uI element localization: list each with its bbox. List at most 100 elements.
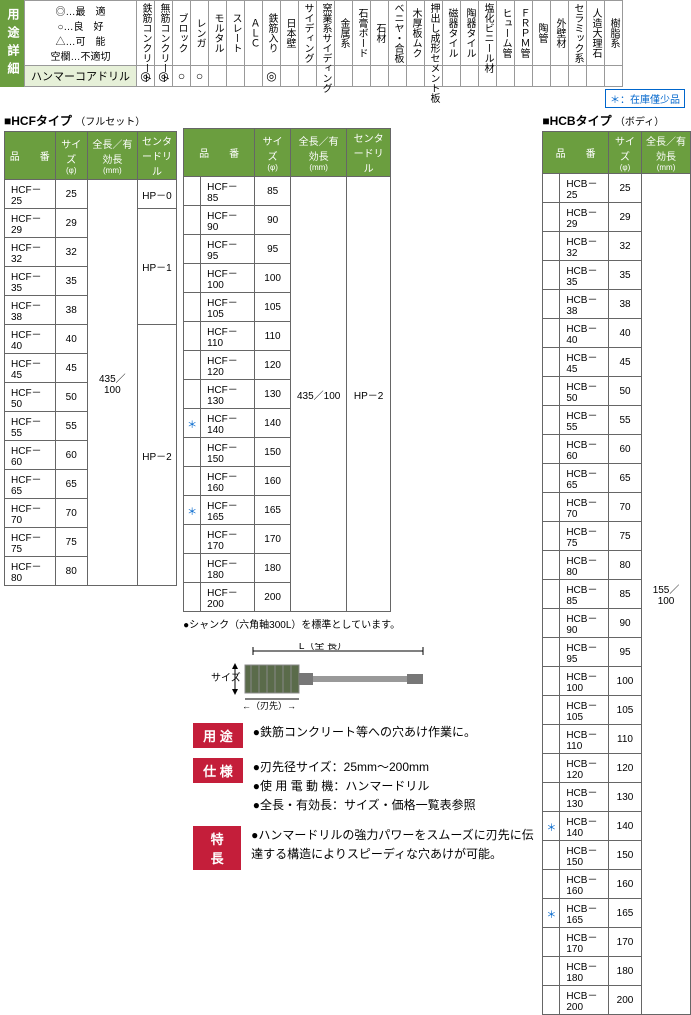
cell-size: 95 [608,638,641,667]
cell-star [543,841,560,870]
cell-pn: HCB－ 50 [560,377,609,406]
cell-len: 435／100 [291,177,347,612]
cell-pn: HCF－ 140 [201,409,255,438]
cell-pn: HCB－ 200 [560,986,609,1015]
col-len2: 全長／有効長(mm) [291,129,347,177]
info-section: 用 途 鉄筋コンクリート等への穴あけ作業に。 仕 様 刃先径サイズ：25mm～2… [193,723,536,870]
cell-size: 100 [255,264,291,293]
cell-pn: HCB－ 32 [560,232,609,261]
cell-size: 65 [55,470,87,499]
compat-symbol [605,66,623,87]
cell-pn: HCF－ 29 [5,209,56,238]
compatibility-section: 用途詳細 ◎…最 適 ○…良 好 △…可 能 空欄…不適切 鉄筋コンクリート無筋… [0,0,691,87]
cell-star [543,435,560,464]
cell-star [543,754,560,783]
cell-size: 90 [255,206,291,235]
hcb-table: 品 番 サイズ(φ) 全長／有効長(mm) HCB－ 2525155／100HC… [542,131,691,1015]
cell-size: 60 [608,435,641,464]
cell-size: 32 [55,238,87,267]
cell-size: 40 [55,325,87,354]
cell-star [184,177,201,206]
cell-pn: HCF－ 110 [201,322,255,351]
info-spec: 仕 様 刃先径サイズ：25mm～200mm使 用 電 動 機：ハンマードリル全長… [193,758,536,816]
cell-pn: HCF－ 160 [201,467,255,496]
cell-pn: HCB－ 65 [560,464,609,493]
cell-pn: HCB－ 29 [560,203,609,232]
size-label: サイズ [211,671,241,684]
cell-size: 140 [608,812,641,841]
cell-star [184,583,201,612]
cell-pn: HCF－ 200 [201,583,255,612]
cell-size: 70 [55,499,87,528]
hcb-title: ■HCBタイプ （ボディ） [542,112,691,129]
material-header: 木厚板ムク [407,1,425,66]
cell-pn: HCB－ 85 [560,580,609,609]
cell-size: 50 [608,377,641,406]
cell-pn: HCB－ 25 [560,174,609,203]
col-len: 全長／有効長(mm) [87,132,137,180]
cell-size: 130 [608,783,641,812]
material-header: 無筋コンクリート [155,1,173,66]
cell-pn: HCF－ 50 [5,383,56,412]
hcb-col-pn: 品 番 [543,132,609,174]
cell-star [184,554,201,583]
compat-symbol: ○ [191,66,209,87]
cell-pn: HCF－ 180 [201,554,255,583]
cell-pn: HCB－ 40 [560,319,609,348]
cell-pn: HCB－ 170 [560,928,609,957]
compat-symbol [335,66,353,87]
drill-diagram: L（全 長） サイズ ←（刃先）→ [193,643,536,715]
spec-line: 刃先径サイズ：25mm～200mm [253,758,476,777]
compat-symbol [533,66,551,87]
cell-len: 155／100 [642,174,691,1015]
cell-pn: HCB－ 80 [560,551,609,580]
cell-size: 100 [608,667,641,696]
cell-size: 75 [55,528,87,557]
spec-label: 仕 様 [193,758,243,783]
cell-size: 35 [55,267,87,296]
table-row: HCF－ 2525435／100HP－0 [5,180,177,209]
material-header: スレート [227,1,245,66]
col-cd2: センタードリル [347,129,391,177]
cell-star [543,551,560,580]
cell-size: 200 [608,986,641,1015]
cell-pn: HCB－ 45 [560,348,609,377]
material-header: 押出し成形セメント板 [425,1,443,66]
cell-size: 150 [608,841,641,870]
cell-pn: HCF－ 60 [5,441,56,470]
cell-star [543,725,560,754]
cell-size: 170 [608,928,641,957]
cell-star: ＊ [543,899,560,928]
cell-cd: HP－0 [137,180,176,209]
cell-pn: HCF－ 120 [201,351,255,380]
spec-line: 使 用 電 動 機：ハンマードリル [253,777,476,796]
cell-pn: HCF－ 32 [5,238,56,267]
cell-size: 29 [608,203,641,232]
legend-good: ○…良 好 [29,18,132,33]
cell-pn: HCB－ 110 [560,725,609,754]
spec-line: 全長・有効長：サイズ・価格一覧表参照 [253,796,476,815]
cell-size: 45 [55,354,87,383]
cell-pn: HCB－ 165 [560,899,609,928]
cell-star [543,261,560,290]
material-header: ヒューム管 [497,1,515,66]
cell-star [543,580,560,609]
hcf-block-1: ■HCFタイプ （フルセット） 品 番 サイズ(φ) 全長／有効長(mm) セン… [4,112,177,1015]
material-header: 塩化ビニール材 [479,1,497,66]
cell-pn: HCF－ 38 [5,296,56,325]
cell-pn: HCF－ 75 [5,528,56,557]
cell-pn: HCB－ 55 [560,406,609,435]
drill-svg: L（全 長） サイズ ←（刃先）→ [193,643,433,715]
cell-pn: HCF－ 170 [201,525,255,554]
cell-size: 65 [608,464,641,493]
cell-pn: HCB－ 100 [560,667,609,696]
cell-star [543,348,560,377]
material-header: 石膏ボード [353,1,371,66]
compat-symbol [371,66,389,87]
compat-symbol [461,66,479,87]
cell-star [543,319,560,348]
table-row: HCB－ 2525155／100 [543,174,691,203]
compat-symbol [407,66,425,87]
cell-pn: HCB－ 150 [560,841,609,870]
cell-star [543,493,560,522]
